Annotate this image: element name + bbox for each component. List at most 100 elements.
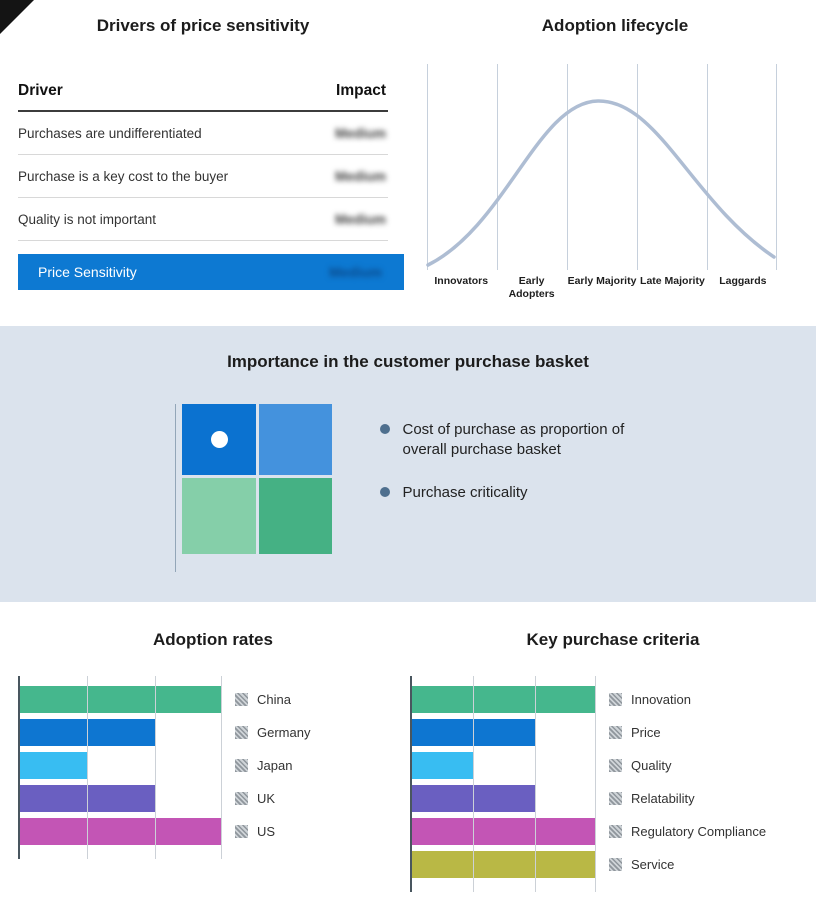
highlight-impact: Medium [329,264,382,280]
drivers-rows: Purchases are undifferentiated Medium Purc… [18,112,388,241]
legend-item: Relatability [609,785,766,812]
footer-url: www.technavio.com [0,900,816,902]
bar [412,818,596,846]
lifecycle-curve-canvas [426,64,777,270]
legend-label: UK [257,791,276,807]
legend-swatch-icon [235,825,248,839]
adoption-rates-chart: Adoption rates China Germany Japan UK US [0,630,408,892]
lifecycle-title: Adoption lifecycle [541,16,689,35]
matrix-quadrant [258,404,332,476]
basket-bullets: Cost of purchase as proportion of overal… [379,420,642,527]
stage-label: Early Adopters [508,275,555,300]
grid-line [595,676,597,893]
bullet-icon [379,487,390,498]
legend-item: China [235,686,310,713]
grid-line [473,676,475,893]
bullet-icon [379,424,390,435]
bar [412,851,596,879]
bullet-text: Purchase criticality [402,484,528,502]
price-sensitivity-section: Drivers of price sensitivity Driver Impa… [0,16,408,300]
drivers-title: Drivers of price sensitivity [96,16,310,35]
legend-swatch-icon [235,759,248,773]
column-impact: Impact [336,82,386,99]
stage-label: Early Majority [567,275,637,287]
legend-item: US [235,818,310,845]
legend-label: Service [631,857,675,873]
legend-swatch-icon [609,825,622,839]
legend-label: Japan [257,758,293,774]
driver-cell: Purchases are undifferentiated [18,125,202,141]
legend-swatch-icon [609,726,622,740]
table-header: Driver Impact [18,82,388,112]
grid-line [87,676,89,860]
legend-label: China [257,692,291,708]
table-row: Purchase is a key cost to the buyer Mediu… [18,155,388,198]
lifecycle-curve [426,99,776,267]
bar-plot [410,676,597,893]
grid-line [534,676,536,893]
legend-item: UK [235,785,310,812]
purchase-matrix [174,404,332,573]
chart-legend: Innovation Price Quality Relatability Regula… [609,676,766,892]
price-sensitivity-row: Price Sensitivity Medium [18,254,404,290]
legend-item: Quality [609,752,766,779]
bottom-charts-section: Adoption rates China Germany Japan UK US Key… [0,630,816,893]
chart-row: Innovation Price Quality Relatability Regula… [410,676,816,893]
legend-item: Price [609,719,766,746]
bar [20,818,222,846]
legend-label: Price [631,725,661,741]
legend-swatch-icon [235,726,248,740]
impact-cell: Medium [334,125,386,141]
legend-item: Innovation [609,686,766,713]
legend-label: US [257,824,276,840]
key-purchase-criteria-chart: Key purchase criteria Innovation Price Qua… [408,630,816,893]
legend-item: Service [609,851,766,878]
chart-legend: China Germany Japan UK US [235,676,310,859]
chart-title: Adoption rates [153,630,273,650]
stage-labels: Innovators Early Adopters Early Majority La… [426,270,778,300]
bar [412,686,596,714]
purchase-basket-section: Importance in the customer purchase bask… [0,326,816,603]
impact-cell: Medium [334,168,386,184]
matrix-quadrant [181,404,256,476]
basket-content: Cost of purchase as proportion of overal… [0,404,816,573]
column-driver: Driver [18,82,63,99]
legend-label: Germany [257,725,311,741]
legend-label: Quality [631,758,672,774]
bullet-item: Purchase criticality [379,483,642,503]
bullet-text: Cost of purchase as proportion of overal… [402,421,625,458]
position-dot-icon [210,431,228,449]
basket-title: Importance in the customer purchase bask… [227,352,589,372]
stage-label: Laggards [719,275,767,287]
legend-label: Innovation [631,692,691,708]
stage-label: Innovators [434,275,489,287]
matrix-quadrant [258,478,332,555]
bar-plot [18,676,222,860]
legend-item: Japan [235,752,310,779]
table-row: Quality is not important Medium [18,198,388,241]
highlight-driver: Price Sensitivity [38,264,137,280]
legend-swatch-icon [609,792,622,806]
bar [412,752,474,780]
bullet-item: Cost of purchase as proportion of overal… [379,420,642,459]
driver-cell: Purchase is a key cost to the buyer [18,168,229,184]
chart-row: China Germany Japan UK US [18,676,408,860]
lifecycle-chart: Innovators Early Adopters Early Majority La… [426,64,804,300]
grid-line [154,676,156,860]
chart-title: Key purchase criteria [526,630,700,650]
bar [20,686,222,714]
legend-swatch-icon [609,858,622,872]
bar [20,752,88,780]
legend-swatch-icon [609,693,622,707]
legend-swatch-icon [609,759,622,773]
legend-label: Regulatory Compliance [631,824,767,840]
grid-line [220,676,222,860]
legend-item: Germany [235,719,310,746]
driver-cell: Quality is not important [18,211,157,227]
matrix-grid [181,404,332,555]
impact-cell: Medium [334,211,386,227]
table-row: Purchases are undifferentiated Medium [18,112,388,155]
legend-swatch-icon [235,792,248,806]
legend-item: Regulatory Compliance [609,818,766,845]
